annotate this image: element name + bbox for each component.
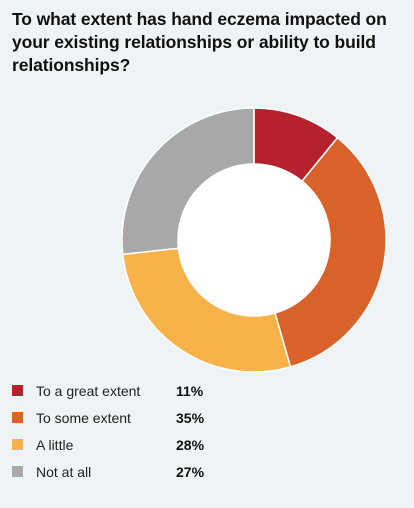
legend-item-not-at-all: Not at all 27% bbox=[12, 463, 204, 480]
donut-slices bbox=[121, 107, 387, 373]
legend-swatch bbox=[12, 439, 23, 450]
legend-swatch bbox=[12, 466, 23, 477]
legend-label: A little bbox=[36, 436, 74, 453]
legend-value: 28% bbox=[176, 436, 205, 453]
legend-label: Not at all bbox=[36, 463, 92, 480]
legend-item-great-extent: To a great extent 11% bbox=[12, 382, 204, 399]
legend-value: 11% bbox=[176, 382, 204, 399]
legend-item-some-extent: To some extent 35% bbox=[12, 409, 204, 426]
legend-swatch bbox=[12, 385, 23, 396]
legend-value: 27% bbox=[176, 463, 205, 480]
legend-value: 35% bbox=[176, 409, 205, 426]
legend: To a great extent 11% To some extent 35%… bbox=[12, 382, 204, 490]
legend-item-a-little: A little 28% bbox=[12, 436, 204, 453]
legend-label: To a great extent bbox=[36, 382, 141, 399]
donut-hole bbox=[178, 164, 330, 316]
legend-label: To some extent bbox=[36, 409, 131, 426]
legend-swatch bbox=[12, 412, 23, 423]
chart-title: To what extent has hand eczema impacted … bbox=[12, 9, 387, 75]
